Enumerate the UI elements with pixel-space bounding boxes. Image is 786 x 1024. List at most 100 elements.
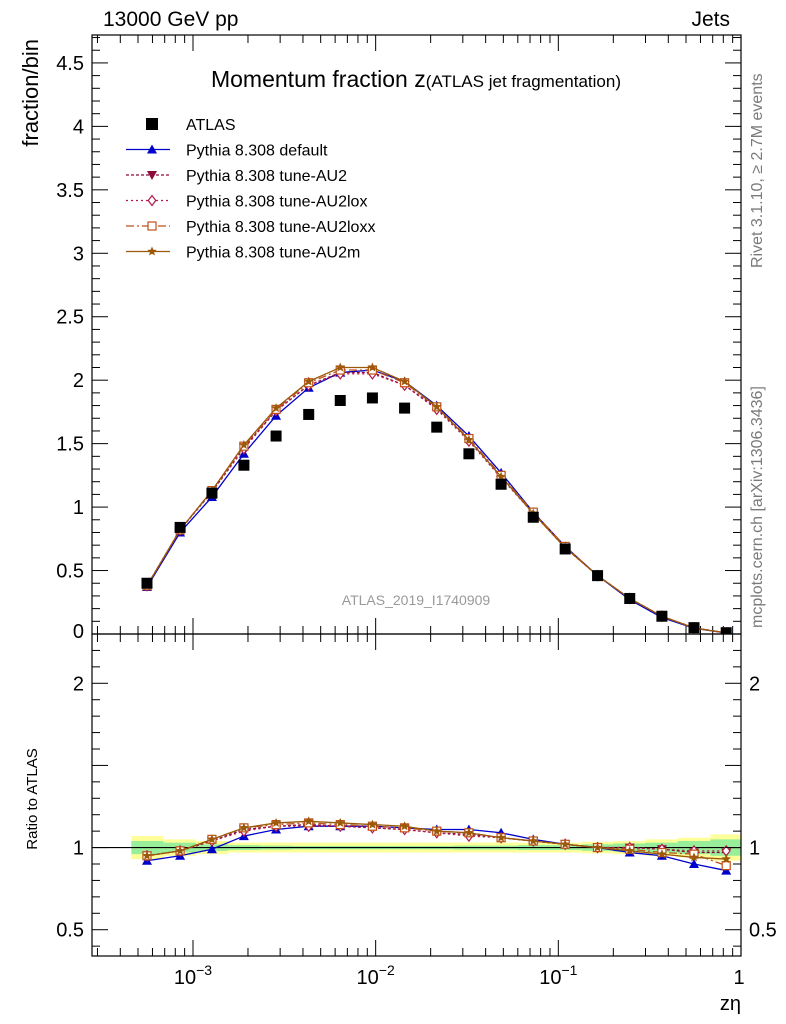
data-point bbox=[399, 376, 410, 386]
y-tick-label: 0.5 bbox=[56, 561, 84, 583]
y-tick-label: 2 bbox=[73, 370, 84, 392]
legend-entry: Pythia 8.308 tune-AU2m bbox=[126, 245, 360, 262]
data-point bbox=[303, 816, 314, 826]
data-point bbox=[270, 430, 282, 442]
legend-marker bbox=[147, 246, 157, 256]
data-point bbox=[142, 850, 152, 860]
data-point bbox=[689, 859, 700, 868]
legend-marker bbox=[147, 144, 157, 154]
x-tick-label-base: 10 bbox=[174, 967, 196, 989]
y-tick-label: 4 bbox=[73, 116, 84, 138]
data-point bbox=[689, 852, 699, 862]
data-point bbox=[496, 471, 506, 481]
legend-marker bbox=[147, 221, 157, 231]
data-point bbox=[657, 849, 667, 859]
data-point bbox=[592, 570, 604, 582]
legend-entry: Pythia 8.308 tune-AU2lox bbox=[126, 194, 367, 211]
header-observable-label: Jets bbox=[691, 8, 730, 31]
ratio-plot-frame bbox=[91, 633, 742, 957]
legend-label: Pythia 8.308 default bbox=[186, 143, 328, 160]
x-tick-label-exponent: −3 bbox=[196, 962, 212, 978]
y-tick-label: 2.5 bbox=[56, 307, 84, 329]
y-tick-label: 4.5 bbox=[56, 53, 84, 75]
data-point bbox=[495, 478, 507, 490]
data-point bbox=[366, 392, 378, 404]
data-point bbox=[335, 817, 346, 827]
data-point bbox=[334, 394, 346, 406]
x-tick-label: 10−3 bbox=[174, 962, 212, 989]
data-point bbox=[528, 836, 539, 846]
legend-label: Pythia 8.308 tune-AU2m bbox=[186, 245, 360, 262]
y-tick-label: 0.5 bbox=[56, 920, 84, 942]
y-tick-label: 2 bbox=[73, 673, 84, 695]
y-tick-label: 1 bbox=[73, 838, 84, 860]
data-point bbox=[559, 543, 571, 555]
y-tick-label: 3.5 bbox=[56, 180, 84, 202]
chart-title: Momentum fraction z(ATLAS jet fragmentat… bbox=[211, 66, 621, 92]
x-tick-label-base: 10 bbox=[357, 967, 379, 989]
data-point bbox=[367, 819, 378, 829]
ratio-y-axis-label: Ratio to ATLAS bbox=[24, 748, 41, 849]
data-point bbox=[303, 376, 314, 386]
data-point bbox=[367, 362, 378, 372]
series-atlas bbox=[141, 392, 732, 634]
legend-marker bbox=[146, 118, 158, 130]
x-tick-label-exponent: −1 bbox=[561, 962, 577, 978]
ratio-series-pythia-8-308-tune-au2m bbox=[142, 816, 731, 864]
data-point bbox=[431, 421, 443, 433]
legend-label: Pythia 8.308 tune-AU2lox bbox=[186, 194, 367, 211]
chart-title-main: Momentum fraction z bbox=[211, 66, 426, 92]
data-point bbox=[560, 839, 570, 849]
data-point bbox=[238, 459, 250, 471]
data-point bbox=[720, 627, 732, 634]
x-tick-label: 10−2 bbox=[357, 962, 395, 989]
legend-marker bbox=[147, 171, 157, 180]
legend-entry: ATLAS bbox=[146, 117, 236, 134]
legend-label: Pythia 8.308 tune-AU2loxx bbox=[186, 219, 375, 236]
chart-subtitle: (ATLAS jet fragmentation) bbox=[426, 72, 621, 91]
data-point bbox=[239, 822, 249, 832]
data-point bbox=[527, 511, 539, 523]
header-process-label: 13000 GeV pp bbox=[103, 8, 239, 31]
legend-entry: Pythia 8.308 default bbox=[126, 143, 328, 160]
data-point bbox=[721, 861, 731, 871]
data-point bbox=[239, 439, 249, 449]
y-tick-label: 0 bbox=[73, 621, 84, 643]
data-point bbox=[624, 845, 635, 855]
legend-entry: Pythia 8.308 tune-AU2 bbox=[126, 168, 347, 185]
legend-entry: Pythia 8.308 tune-AU2loxx bbox=[126, 219, 375, 236]
x-tick-label-base: 10 bbox=[539, 967, 561, 989]
legend-label: Pythia 8.308 tune-AU2 bbox=[186, 168, 347, 185]
data-point bbox=[303, 408, 315, 420]
data-point bbox=[399, 821, 410, 831]
data-point bbox=[141, 577, 153, 589]
y-tick-label-right: 1 bbox=[749, 838, 760, 860]
x-axis-label: zη bbox=[720, 993, 741, 1015]
data-point bbox=[592, 842, 603, 852]
data-point bbox=[464, 827, 474, 837]
data-point bbox=[688, 622, 700, 634]
y-tick-label-right: 2 bbox=[749, 673, 760, 695]
data-point bbox=[432, 401, 442, 411]
y-axis-label: fraction/bin bbox=[18, 39, 43, 147]
y-tick-label: 1 bbox=[73, 497, 84, 519]
analysis-watermark: ATLAS_2019_I1740909 bbox=[342, 592, 491, 608]
data-point bbox=[624, 592, 636, 604]
x-tick-label: 1 bbox=[733, 967, 744, 989]
data-point bbox=[432, 826, 442, 836]
data-point bbox=[721, 854, 731, 864]
data-point bbox=[175, 845, 185, 855]
data-point bbox=[271, 403, 281, 413]
legend-marker bbox=[147, 194, 157, 207]
x-tick-label-base: 1 bbox=[733, 967, 744, 989]
y-tick-label: 3 bbox=[73, 243, 84, 265]
data-point bbox=[206, 487, 218, 499]
legend-label: ATLAS bbox=[186, 117, 236, 134]
data-point bbox=[399, 402, 411, 414]
data-point bbox=[271, 817, 281, 827]
data-point bbox=[174, 521, 186, 533]
data-point bbox=[464, 434, 474, 444]
data-point bbox=[335, 362, 346, 372]
x-tick-label-exponent: −2 bbox=[379, 962, 395, 978]
